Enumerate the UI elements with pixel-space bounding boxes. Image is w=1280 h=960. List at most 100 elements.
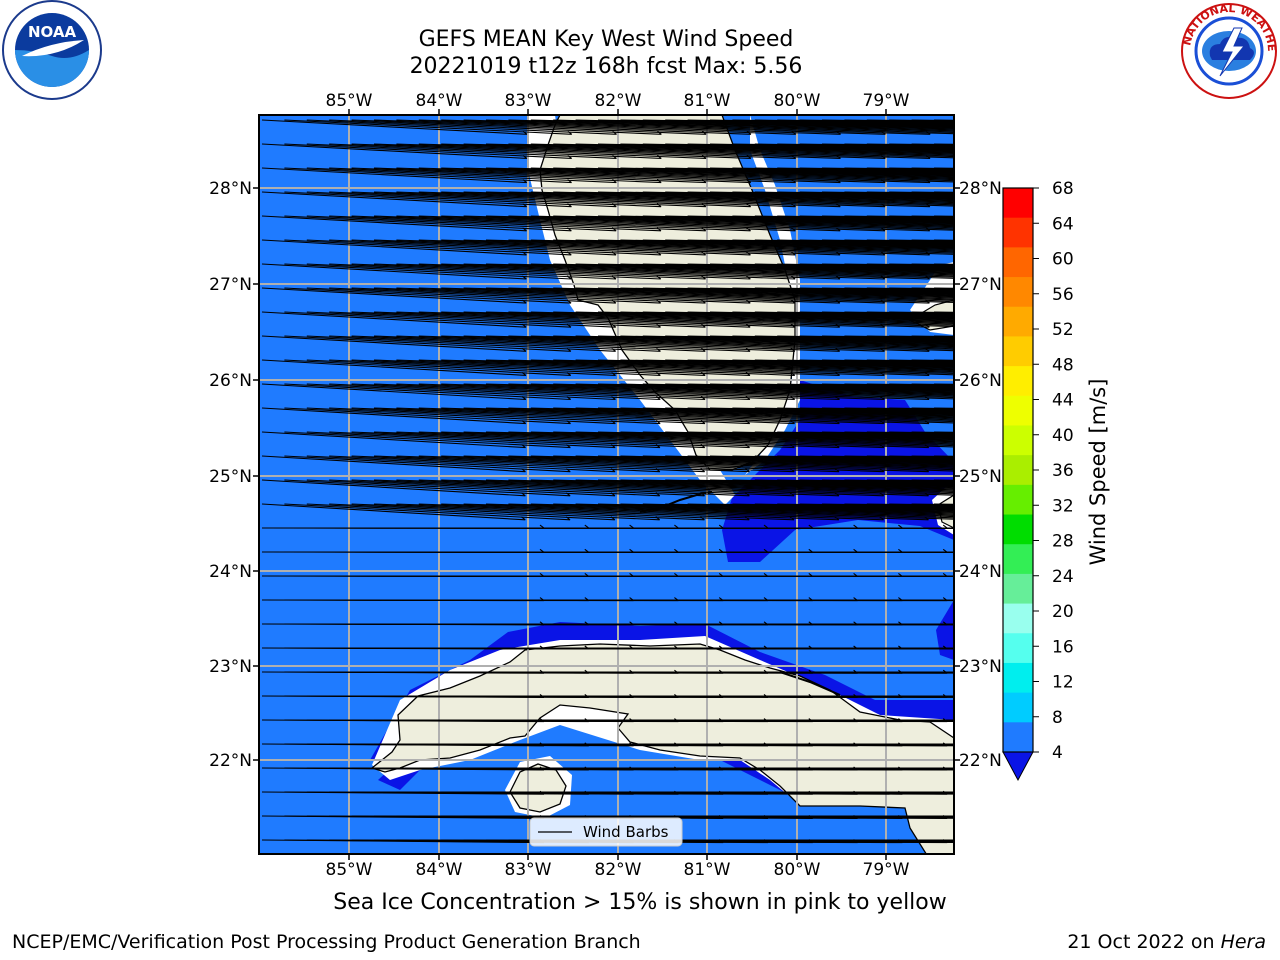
wind-barb bbox=[530, 311, 954, 325]
lon-label-bottom: 80°W bbox=[774, 860, 821, 880]
lon-label-top: 82°W bbox=[595, 91, 642, 111]
wind-barb bbox=[530, 503, 954, 518]
colorbar-bin bbox=[1003, 188, 1033, 219]
wind-barb bbox=[642, 215, 954, 224]
wind-barb bbox=[575, 311, 954, 323]
wind-barb bbox=[665, 383, 954, 392]
lon-label-bottom: 85°W bbox=[326, 860, 373, 880]
colorbar-tick-label: 64 bbox=[1052, 214, 1074, 234]
wind-barb bbox=[687, 431, 954, 439]
wind-barb bbox=[620, 191, 954, 201]
colorbar-label: Wind Speed [m/s] bbox=[1086, 379, 1110, 566]
noaa-logo-text: NOAA bbox=[28, 23, 77, 41]
wind-barb bbox=[911, 791, 954, 793]
wind-barb bbox=[553, 263, 954, 276]
wind-barb bbox=[665, 311, 954, 320]
colorbar-bin bbox=[1003, 425, 1033, 456]
colorbar-bin bbox=[1003, 544, 1033, 575]
colorbar-bin bbox=[1003, 484, 1033, 516]
colorbar-tick-label: 24 bbox=[1052, 567, 1074, 587]
wind-barb bbox=[642, 143, 954, 152]
colorbar-bin bbox=[1003, 247, 1033, 278]
wind-barb bbox=[911, 311, 954, 314]
wind-contour-bahamas bbox=[936, 600, 954, 660]
legend-label: Wind Barbs bbox=[583, 823, 669, 841]
colorbar-tick-label: 8 bbox=[1052, 708, 1063, 728]
wind-barb bbox=[575, 287, 954, 299]
wind-barb bbox=[575, 215, 954, 227]
wind-barb bbox=[597, 479, 954, 490]
wind-barb bbox=[575, 143, 954, 154]
wind-barb bbox=[530, 479, 954, 494]
wind-barb bbox=[508, 311, 954, 326]
wind-barb bbox=[597, 287, 954, 298]
wind-barb bbox=[911, 143, 954, 146]
colorbar-tick-label: 60 bbox=[1052, 250, 1074, 270]
colorbar-tick-label: 28 bbox=[1052, 532, 1074, 552]
wind-barb bbox=[642, 407, 954, 417]
wind-barb bbox=[485, 455, 954, 472]
wind-barb bbox=[485, 383, 954, 400]
wind-barb bbox=[933, 335, 954, 337]
colorbar-under-arrow bbox=[1002, 751, 1034, 782]
wind-barb bbox=[530, 239, 954, 253]
wind-barb bbox=[620, 335, 954, 345]
wind-barb bbox=[575, 431, 954, 443]
wind-barb bbox=[508, 503, 954, 519]
wind-barb bbox=[665, 263, 954, 272]
wind-barb bbox=[620, 455, 954, 465]
lat-label-left: 28°N bbox=[209, 179, 252, 199]
wind-barb bbox=[642, 503, 954, 513]
wind-barb bbox=[508, 431, 954, 447]
wind-barb bbox=[485, 503, 954, 520]
wind-barb bbox=[687, 383, 954, 391]
colorbar-tick-label: 44 bbox=[1052, 391, 1074, 411]
wind-barb bbox=[665, 335, 954, 344]
sea-ice-note: Sea Ice Concentration > 15% is shown in … bbox=[333, 890, 947, 915]
wind-barb bbox=[485, 335, 954, 352]
map-legend: Wind Barbs bbox=[529, 817, 683, 847]
wind-barb bbox=[530, 383, 954, 397]
chart-title: GEFS MEAN Key West Wind Speed bbox=[418, 27, 794, 52]
wind-barb bbox=[530, 431, 954, 445]
lon-label-top: 85°W bbox=[326, 91, 373, 111]
nws-logo: NATIONAL WEATHER SERVICE bbox=[1178, 2, 1278, 99]
wind-barb bbox=[485, 359, 954, 376]
wind-barb bbox=[687, 407, 954, 415]
wind-barb bbox=[642, 239, 954, 248]
wind-barb bbox=[575, 479, 954, 491]
wind-barb bbox=[575, 335, 954, 347]
wind-barb bbox=[642, 167, 954, 176]
colorbar-bin bbox=[1003, 514, 1033, 545]
wind-barb bbox=[508, 215, 954, 230]
footer-credit: NCEP/EMC/Verification Post Processing Pr… bbox=[12, 931, 641, 953]
wind-barb bbox=[620, 503, 954, 514]
wind-barb bbox=[709, 455, 954, 462]
wind-barb bbox=[620, 239, 954, 249]
wind-barb bbox=[508, 455, 954, 471]
colorbar-bin bbox=[1003, 277, 1033, 308]
wind-barb bbox=[530, 191, 954, 205]
wind-barb bbox=[687, 503, 954, 511]
wind-barb bbox=[665, 431, 954, 440]
wind-barb bbox=[530, 335, 954, 349]
wind-barb bbox=[933, 719, 954, 721]
wind-barb bbox=[553, 383, 954, 396]
lat-labels-left: 28°N 27°N 26°N 25°N 24°N 23°N 22°N bbox=[209, 179, 252, 771]
wind-barb bbox=[508, 119, 954, 134]
wind-barb bbox=[530, 167, 954, 181]
wind-barb bbox=[508, 335, 954, 350]
wind-barb bbox=[620, 167, 954, 177]
lat-label-left: 26°N bbox=[209, 371, 252, 391]
lon-labels-top: 85°W 84°W 83°W 82°W 81°W 80°W 79°W bbox=[326, 91, 910, 111]
wind-barb bbox=[620, 431, 954, 441]
wind-barb bbox=[553, 191, 954, 204]
wind-barb bbox=[575, 503, 954, 515]
wind-barb bbox=[508, 167, 954, 182]
wind-barb bbox=[530, 455, 954, 470]
wind-barb bbox=[553, 239, 954, 252]
wind-barb bbox=[642, 311, 954, 320]
wind-barb bbox=[665, 215, 954, 223]
wind-barb bbox=[687, 335, 954, 343]
